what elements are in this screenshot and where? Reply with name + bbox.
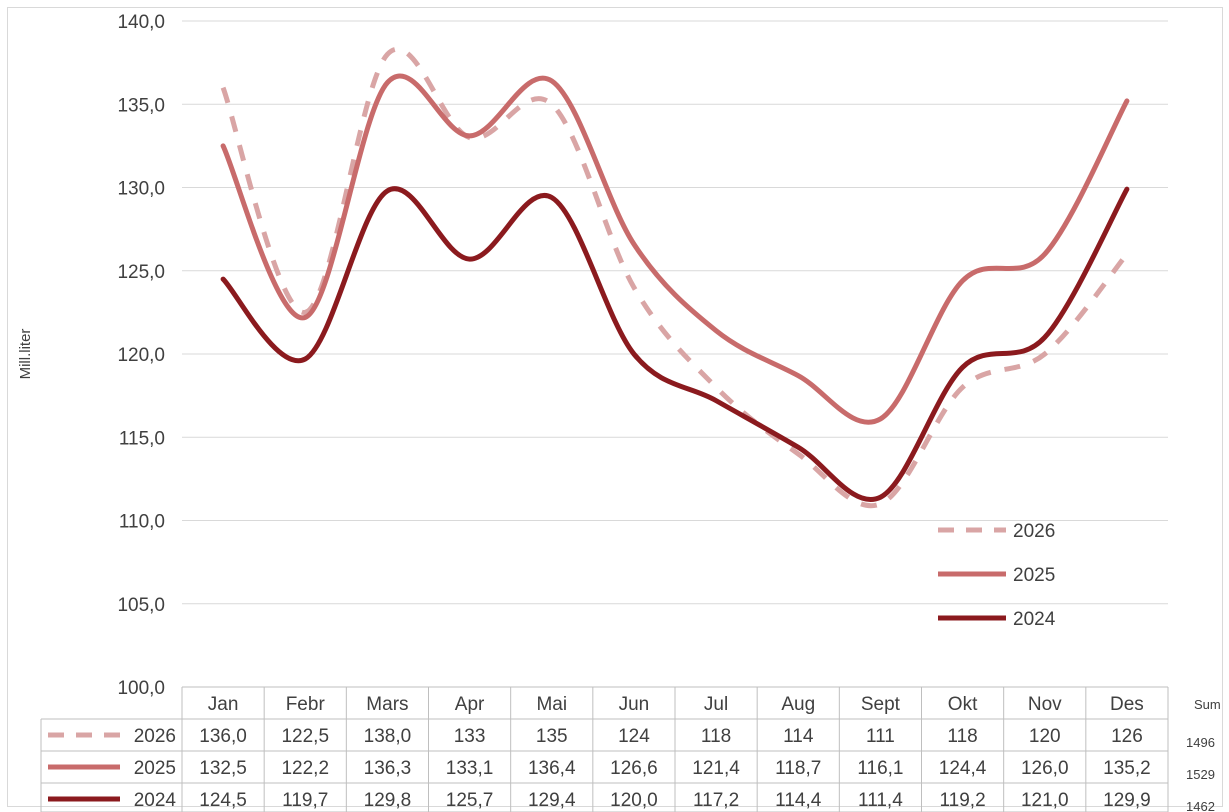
table-cell: 136,4 xyxy=(528,758,576,779)
x-tick-label: Sept xyxy=(861,694,901,715)
table-cell: 118,7 xyxy=(775,758,821,779)
table-cell: 126,6 xyxy=(610,758,658,779)
y-tick-label: 100,0 xyxy=(117,678,165,699)
y-tick-label: 110,0 xyxy=(119,512,165,533)
table-sum-2026: 1496 xyxy=(1186,735,1215,750)
legend-label-2025: 2025 xyxy=(1013,565,1055,586)
x-tick-label: Mars xyxy=(366,694,408,715)
table-cell: 122,2 xyxy=(281,758,329,779)
y-tick-label: 140,0 xyxy=(117,12,165,33)
table-cell: 133 xyxy=(454,726,486,747)
table-cell: 116,1 xyxy=(857,758,903,779)
x-tick-label: Aug xyxy=(781,694,815,715)
table-cell: 119,2 xyxy=(940,790,986,811)
y-tick-label: 105,0 xyxy=(117,595,165,616)
table-cell: 120,0 xyxy=(610,790,658,811)
table-cell: 124 xyxy=(618,726,650,747)
table-cell: 124,4 xyxy=(939,758,987,779)
x-tick-label: Des xyxy=(1110,694,1144,715)
table-sum-2025: 1529 xyxy=(1186,767,1215,782)
table-cell: 118 xyxy=(947,726,977,747)
table-cell: 138,0 xyxy=(364,726,412,747)
table-cell: 126,0 xyxy=(1021,758,1069,779)
sum-header: Sum xyxy=(1194,697,1221,712)
table-cell: 122,5 xyxy=(281,726,329,747)
table-cell: 136,0 xyxy=(199,726,247,747)
table-cell: 133,1 xyxy=(446,758,494,779)
table-cell: 135,2 xyxy=(1103,758,1151,779)
series-lines xyxy=(220,46,1130,509)
table-cell: 125,7 xyxy=(446,790,494,811)
x-tick-label: Mai xyxy=(536,694,567,715)
table-cell: 136,3 xyxy=(364,758,412,779)
series-line-2024 xyxy=(220,186,1130,502)
table-series-name: 2025 xyxy=(134,758,176,779)
y-tick-label: 125,0 xyxy=(117,262,165,283)
y-tick-label: 120,0 xyxy=(117,345,165,366)
x-tick-label: Jan xyxy=(208,694,239,715)
table-series-name: 2024 xyxy=(134,790,177,811)
table-cell: 118 xyxy=(701,726,731,747)
table-cell: 111 xyxy=(866,726,895,747)
table-cell: 121,0 xyxy=(1021,790,1069,811)
table-series-name: 2026 xyxy=(134,726,176,747)
table-cell: 124,5 xyxy=(199,790,247,811)
table-cell: 114,4 xyxy=(775,790,822,811)
legend-label-2026: 2026 xyxy=(1013,521,1055,542)
table-cell: 126 xyxy=(1111,726,1143,747)
x-tick-label: Apr xyxy=(455,694,485,715)
table-cell: 135 xyxy=(536,726,568,747)
table-cell: 132,5 xyxy=(199,758,247,779)
table-cell: 117,2 xyxy=(693,790,739,811)
x-tick-label: Jun xyxy=(619,694,650,715)
y-tick-label: 115,0 xyxy=(119,428,165,449)
table-sum-2024: 1462 xyxy=(1186,799,1215,812)
x-tick-label: Febr xyxy=(286,694,326,715)
x-tick-label: Jul xyxy=(704,694,728,715)
table-cell: 129,9 xyxy=(1103,790,1151,811)
y-tick-label: 135,0 xyxy=(117,95,165,116)
table-cell: 129,4 xyxy=(528,790,576,811)
table-cell: 120 xyxy=(1029,726,1061,747)
x-tick-label: Nov xyxy=(1028,694,1062,715)
x-tick-label: Okt xyxy=(948,694,978,715)
table-cell: 129,8 xyxy=(364,790,412,811)
table-cell: 114 xyxy=(783,726,814,747)
y-tick-label: 130,0 xyxy=(117,179,165,200)
legend: 2026 2025 2024 xyxy=(938,521,1056,630)
table-cell: 121,4 xyxy=(692,758,740,779)
y-axis-ticks: 100,0 105,0 110,0 115,0 120,0 125,0 130,0 135,0… xyxy=(117,12,165,699)
y-axis-label: Mill.liter xyxy=(17,329,34,380)
data-table: Jan Febr Mars Apr Mai Jun Jul Aug Sept Okt Nov Des S… xyxy=(40,686,1221,812)
chart-frame xyxy=(7,7,1223,807)
legend-label-2024: 2024 xyxy=(1013,609,1056,630)
series-line-2025 xyxy=(220,73,1130,425)
table-cell: 119,7 xyxy=(282,790,328,811)
table-cell: 111,4 xyxy=(858,790,903,811)
series-line-2026 xyxy=(220,46,1129,509)
